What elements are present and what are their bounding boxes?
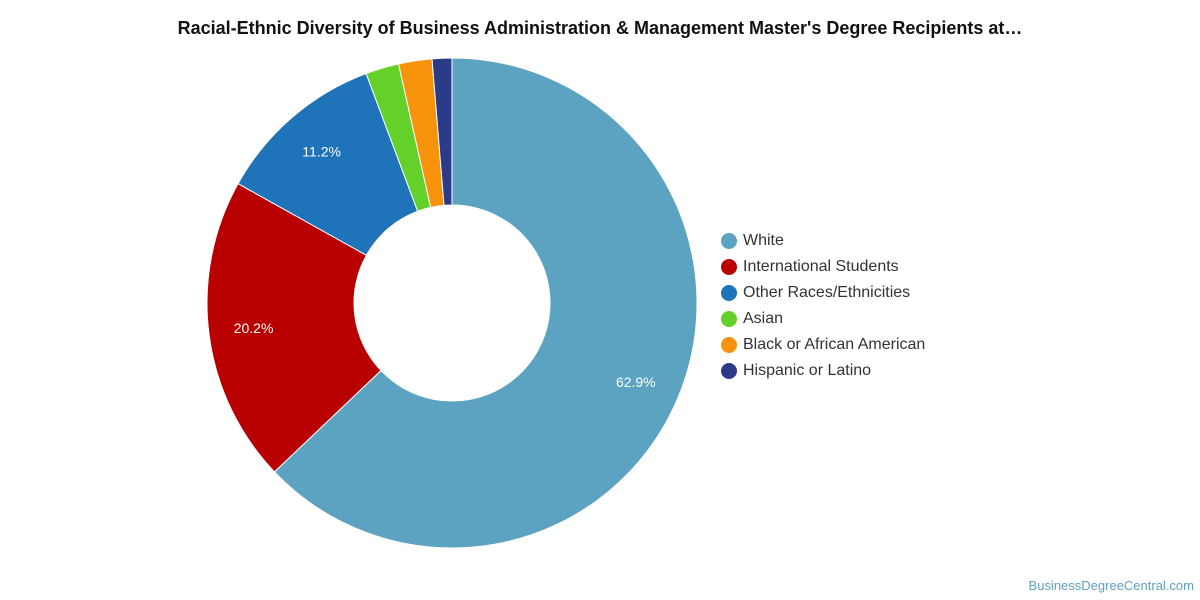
legend: White International Students Other Races/E… [721,228,925,384]
slice-international-students[interactable] [206,182,382,473]
legend-item-white[interactable]: White [721,228,925,254]
legend-label: Asian [743,310,784,327]
legend-marker [721,311,737,327]
legend-marker [721,363,737,379]
legend-item-other-races-ethnicities[interactable]: Other Races/Ethnicities [721,280,925,306]
legend-label: Black or African American [743,336,926,353]
slice-white[interactable] [273,57,698,549]
legend-label: International Students [743,258,899,275]
slice-label-international-students: 20.2% [234,320,274,336]
chart-title: Racial-Ethnic Diversity of Business Admi… [177,18,1023,38]
slice-label-white: 62.9% [616,374,656,390]
legend-label: White [743,232,784,249]
legend-item-international-students[interactable]: International Students [721,254,925,280]
source-credit[interactable]: BusinessDegreeCentral.com [1028,578,1194,593]
legend-marker [721,259,737,275]
legend-label: Other Races/Ethnicities [743,284,911,301]
slice-hispanic-or-latino[interactable] [431,57,453,206]
legend-item-hispanic-or-latino[interactable]: Hispanic or Latino [721,358,925,384]
legend-item-black-or-african-american[interactable]: Black or African American [721,332,925,358]
legend-label: Hispanic or Latino [743,362,872,379]
legend-marker [721,337,737,353]
slices-group [206,57,698,549]
legend-marker [721,285,737,301]
slice-other-races-ethnicities[interactable] [237,72,419,256]
slice-label-other-races-ethnicities: 11.2% [302,143,341,159]
legend-item-asian[interactable]: Asian [721,306,925,332]
legend-marker [721,233,737,249]
slice-labels-group: 62.9% 20.2% 11.2% [234,143,656,390]
